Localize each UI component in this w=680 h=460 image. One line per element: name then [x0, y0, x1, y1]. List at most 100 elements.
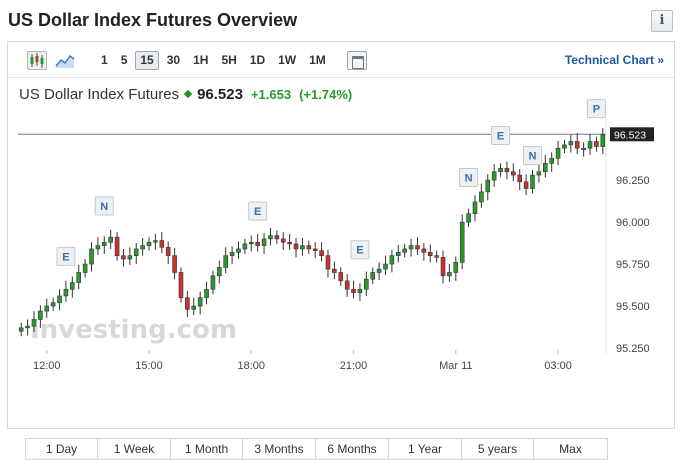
candle-body	[415, 245, 420, 250]
watermark: Investing.com	[30, 315, 237, 345]
interval-5h[interactable]: 5H	[221, 53, 237, 67]
range-max[interactable]: Max	[559, 442, 582, 456]
instrument-name: US Dollar Index Futures	[19, 86, 180, 103]
candle-body	[133, 248, 139, 256]
event-marker	[248, 201, 268, 221]
range-6-months[interactable]: 6 Months	[316, 439, 389, 459]
candle-body	[249, 241, 254, 245]
interval-30[interactable]: 30	[166, 53, 181, 67]
candle-body	[370, 272, 375, 280]
chart-panel: 1 5 15 30 1H 5H 1D 1W 1M Technical Chart » US Do…	[7, 41, 675, 460]
time-range-selector: 1 Day 1 Week 1 Month 3 Months 6 Months 1 Year…	[25, 438, 608, 460]
candle-body	[383, 263, 388, 270]
candle-body	[280, 238, 286, 243]
candle-body	[146, 241, 152, 246]
candle-body	[344, 280, 350, 290]
candle-body	[491, 171, 497, 181]
candle-body	[31, 319, 37, 327]
candle-body	[261, 238, 267, 246]
range-5-years[interactable]: 5 years	[462, 439, 534, 459]
range-1-week[interactable]: 1 Week	[98, 439, 171, 459]
candle-body	[172, 255, 177, 273]
candle-body	[229, 252, 235, 256]
candle-body	[312, 248, 318, 251]
candle-body	[76, 272, 81, 283]
candle-body	[459, 221, 465, 263]
candle-body	[114, 236, 120, 256]
interval-1d[interactable]: 1D	[249, 53, 266, 67]
candle-body	[498, 168, 503, 173]
candle-body	[255, 241, 260, 246]
quote-row: US Dollar Index Futures 96.523 +1.653 (+1.7…	[19, 86, 352, 103]
candle-body	[453, 262, 459, 273]
event-marker	[491, 126, 511, 146]
candle-body	[197, 297, 203, 307]
candle-body	[357, 288, 363, 293]
candle-body	[70, 282, 75, 290]
interval-5[interactable]: 5	[120, 53, 128, 67]
event-marker	[523, 146, 542, 166]
range-1-year[interactable]: 1 Year	[389, 439, 462, 459]
interval-selector: 1 5 15 30 1H 5H 1D 1W 1M	[96, 51, 334, 70]
candle-body	[332, 268, 337, 273]
info-icon[interactable]: i	[651, 10, 673, 32]
candle-body	[555, 147, 561, 159]
price-chart[interactable]: Investing.com 96.250 96.000 95.750 95.500 95.…	[8, 42, 674, 428]
candle-body	[217, 267, 222, 277]
candle-body	[472, 201, 478, 214]
technical-chart-link[interactable]: Technical Chart »	[564, 53, 664, 67]
interval-15[interactable]: 15	[135, 51, 159, 70]
candlestick-icon[interactable]	[27, 51, 47, 70]
chart-settings-icon[interactable]	[347, 51, 367, 70]
candle-body	[223, 255, 228, 268]
candle-body	[574, 141, 580, 149]
candle-body	[121, 255, 126, 260]
x-tick-label: 03:00	[544, 360, 572, 372]
price-change: +1.653	[250, 87, 292, 102]
chart-toolbar: 1 5 15 30 1H 5H 1D 1W 1M Technical Chart »	[8, 42, 674, 78]
event-marker-label: E	[356, 245, 363, 257]
event-marker-label: E	[62, 251, 69, 263]
candle-body	[511, 171, 516, 176]
candle-body	[319, 250, 324, 256]
last-price: 96.523	[197, 86, 243, 103]
price-change-percent: (+1.74%)	[299, 87, 353, 102]
y-tick-label: 96.250	[616, 175, 650, 187]
candle-body	[127, 255, 133, 260]
area-chart-icon[interactable]	[55, 51, 75, 70]
candle-body	[408, 245, 414, 250]
interval-1w[interactable]: 1W	[278, 53, 297, 67]
candle-body	[204, 288, 209, 298]
y-tick-label: 95.500	[616, 301, 650, 313]
event-marker-label: E	[254, 206, 261, 218]
range-1-day[interactable]: 1 Day	[26, 439, 98, 459]
event-marker	[94, 196, 114, 216]
candle-body	[338, 272, 344, 282]
current-price-badge	[610, 127, 654, 142]
candle-body	[300, 245, 305, 250]
event-marker	[586, 99, 606, 119]
range-1-month[interactable]: 1 Month	[171, 439, 243, 459]
candle-body	[396, 252, 401, 256]
event-marker-label: N	[529, 151, 537, 163]
x-tick-label: Mar 11	[439, 360, 472, 372]
range-3-months[interactable]: 3 Months	[243, 439, 316, 459]
event-marker-label: N	[465, 173, 473, 185]
interval-1h[interactable]: 1H	[193, 53, 209, 67]
candle-body	[185, 297, 190, 310]
candle-body	[389, 255, 395, 265]
candle-body	[191, 305, 197, 310]
candle-body	[376, 268, 382, 273]
candle-body	[523, 181, 529, 189]
event-marker-label: P	[593, 104, 600, 116]
candle-body	[44, 305, 50, 312]
candle-body	[95, 245, 101, 250]
candle-body	[440, 257, 446, 277]
candle-body	[351, 288, 356, 293]
interval-1m[interactable]: 1M	[309, 53, 326, 67]
candle-body	[325, 255, 331, 270]
interval-1[interactable]: 1	[101, 53, 108, 67]
candle-body	[587, 141, 593, 149]
candle-body	[594, 141, 599, 147]
candle-body	[402, 248, 407, 253]
